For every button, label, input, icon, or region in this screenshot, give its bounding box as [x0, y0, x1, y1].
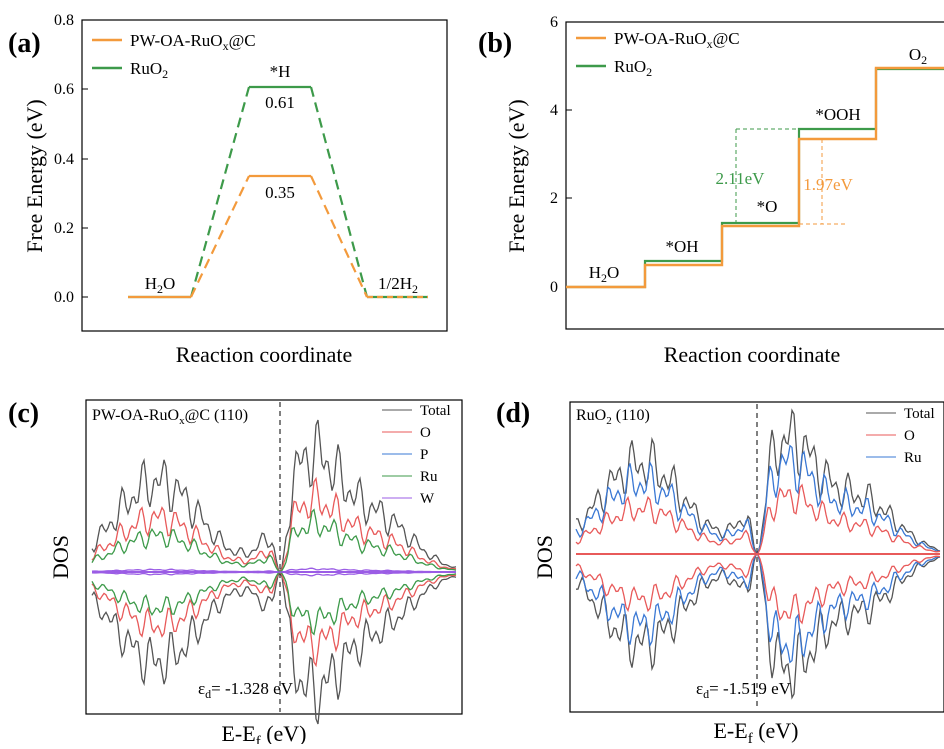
panel-c-legend-o: O [420, 425, 431, 441]
panel-a-ytick-2: 0.4 [54, 151, 74, 168]
panel-b-legend-ruo2: RuO2 [614, 57, 652, 79]
dos-curve-total-down [575, 554, 941, 700]
dos-curve-w-down [91, 571, 456, 577]
panel-b-label-o2: O2 [909, 45, 927, 67]
panel-c-legend-w: W [420, 491, 435, 507]
panel-c-frame [85, 399, 463, 715]
panel-b: (b) 0 2 4 6 Free Energy (eV) Reaction co… [478, 14, 944, 367]
panel-a-legend-ruo2: RuO2 [130, 59, 168, 81]
panel-c-curves [91, 419, 457, 725]
panel-c-legend: Total O P Ru W [382, 403, 451, 507]
panel-a-ruo2-connector-1 [189, 86, 251, 298]
panel-d-legend-ru: Ru [904, 450, 922, 466]
dos-curve-ru-up [91, 508, 457, 573]
panel-b-frame [565, 21, 944, 330]
dos-curve-w-up [91, 567, 456, 573]
panel-d-label: (d) [496, 398, 530, 429]
panel-d-legend-total: Total [904, 406, 935, 422]
panel-d-xlabel: E-Ef (eV) [713, 718, 798, 744]
panel-a-ytick-4: 0.8 [54, 12, 74, 29]
panel-a-value-061: 0.61 [265, 93, 295, 112]
panel-d-title: RuO2 (110) [576, 407, 650, 427]
dos-curve-total-down [91, 570, 457, 725]
panel-d-ylabel: DOS [532, 535, 557, 579]
panel-c: (c) DOS E-Ef (eV) PW-OA-RuOx@C (110) εd=… [8, 398, 463, 749]
panel-b-value-197: 1.97eV [803, 175, 853, 194]
panel-b-label-oh: *OH [665, 237, 698, 256]
panel-b-ytick-0: 0 [550, 279, 558, 296]
panel-b-label-o: *O [757, 197, 778, 216]
dos-curve-o-down [575, 553, 941, 625]
panel-c-legend-total: Total [420, 403, 451, 419]
panel-b-value-211: 2.11eV [716, 169, 766, 188]
dos-curve-ru-down [575, 553, 941, 664]
panel-a-ruo2-connector-2 [309, 86, 369, 298]
panel-a-label: (a) [8, 28, 41, 59]
panel-d-legend-o: O [904, 428, 915, 444]
panel-b-pwoa-steps [566, 66, 944, 289]
panel-c-title: PW-OA-RuOx@C (110) [92, 407, 248, 427]
panel-a-label-h2o: H2O [145, 274, 176, 296]
dos-curve-o-down [91, 570, 457, 668]
panel-b-label: (b) [478, 28, 512, 59]
panel-b-label-h2o: H2O [589, 263, 620, 285]
panel-a: (a) 0.0 0.2 0.4 0.6 0.8 Free Energy (eV)… [8, 12, 448, 367]
panel-d-frame [569, 401, 944, 713]
dos-curve-o-up [575, 483, 941, 555]
panel-c-legend-ru: Ru [420, 469, 438, 485]
panel-a-legend: PW-OA-RuOx@C RuO2 [92, 31, 256, 81]
panel-b-legend-pwoa: PW-OA-RuOx@C [614, 29, 740, 51]
panel-c-annotation: εd= -1.328 eV [198, 679, 294, 701]
panel-b-label-ooh: *OOH [815, 105, 860, 124]
panel-a-frame [81, 19, 448, 332]
panel-a-xlabel: Reaction coordinate [176, 342, 353, 367]
panel-d: (d) DOS E-Ef (eV) RuO2 (110) εd= -1.519 … [496, 398, 944, 747]
dos-curve-total-up [91, 419, 457, 574]
panel-c-legend-p: P [420, 447, 428, 463]
dos-curve-ru-down [91, 571, 457, 636]
panel-b-ytick-2: 4 [550, 102, 558, 119]
panel-a-ytick-3: 0.6 [54, 81, 74, 98]
panel-a-ytick-1: 0.2 [54, 220, 74, 237]
panel-c-xlabel: E-Ef (eV) [221, 721, 306, 744]
panel-b-ytick-3: 6 [550, 14, 558, 31]
panel-c-ylabel: DOS [48, 535, 73, 579]
panel-a-legend-pwoa: PW-OA-RuOx@C [130, 31, 256, 53]
panel-a-ytick-0: 0.0 [54, 289, 74, 306]
panel-a-value-035: 0.35 [265, 183, 295, 202]
panel-b-ylabel: Free Energy (eV) [504, 99, 529, 253]
dos-curve-o-up [91, 476, 457, 574]
panel-b-xlabel: Reaction coordinate [664, 342, 841, 367]
dos-curve-ru-up [575, 444, 941, 555]
panel-b-yticks: 0 2 4 6 [550, 14, 572, 296]
panel-a-ylabel: Free Energy (eV) [22, 99, 47, 253]
panel-a-pwoa-connector-1 [190, 175, 250, 298]
panel-a-label-h2: 1/2H2 [378, 274, 418, 296]
panel-d-legend: Total O Ru [866, 406, 935, 466]
panel-c-label: (c) [8, 398, 39, 429]
panel-a-pwoa-connector-2 [310, 175, 368, 298]
panel-b-ytick-1: 2 [550, 190, 558, 207]
panel-b-legend: PW-OA-RuOx@C RuO2 [576, 29, 740, 79]
panel-a-yticks: 0.0 0.2 0.4 0.6 0.8 [54, 12, 88, 306]
panel-d-curves [575, 408, 941, 700]
dos-curve-total-up [575, 408, 941, 554]
panel-a-label-h: *H [270, 62, 291, 81]
panel-d-annotation: εd= -1.519 eV [696, 679, 792, 701]
